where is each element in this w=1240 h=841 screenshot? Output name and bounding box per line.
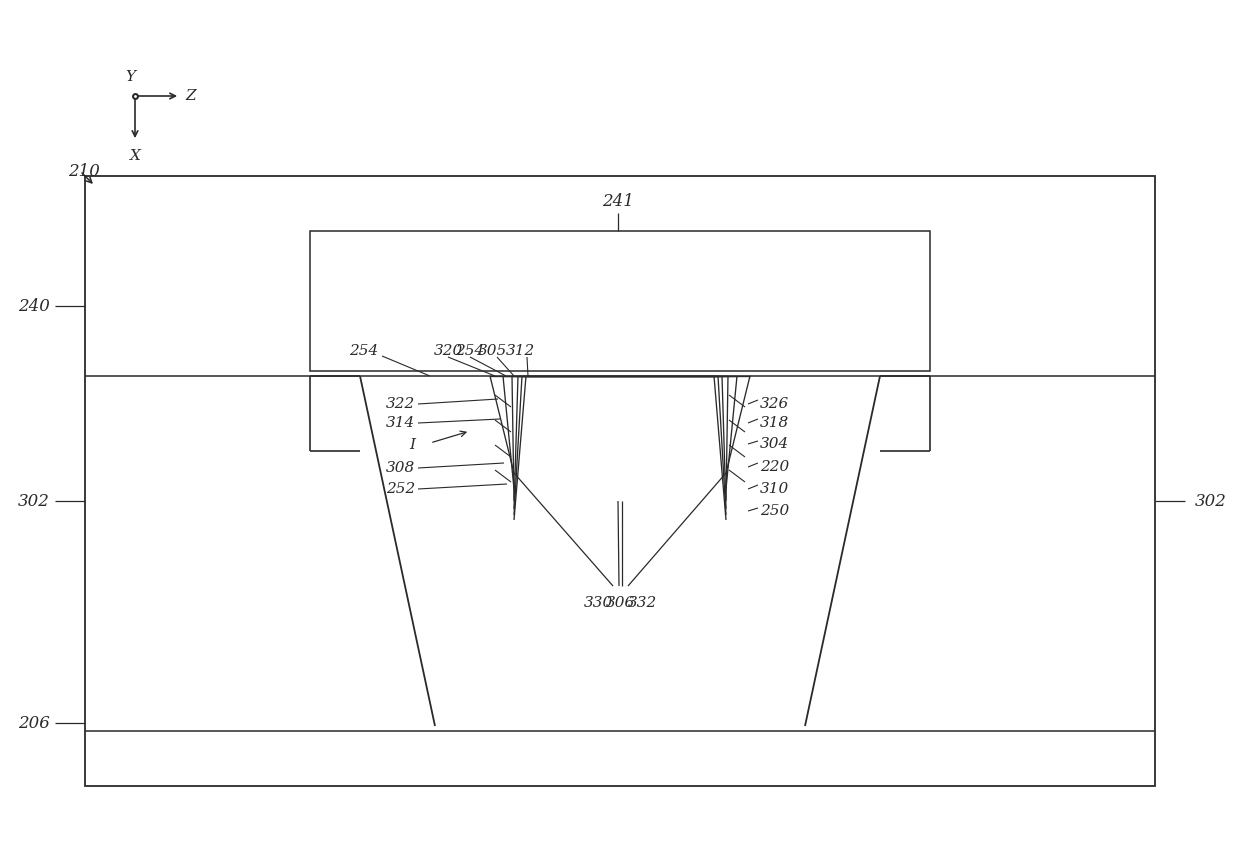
Text: Z: Z <box>185 89 196 103</box>
Text: 310: 310 <box>760 482 789 496</box>
Text: 254: 254 <box>455 344 485 358</box>
Text: 332: 332 <box>627 596 657 610</box>
Text: 250: 250 <box>760 504 789 518</box>
Text: 304: 304 <box>760 437 789 451</box>
Text: 308: 308 <box>386 461 415 475</box>
Text: 330: 330 <box>583 596 613 610</box>
Text: 220: 220 <box>760 460 789 474</box>
Text: 241: 241 <box>603 193 634 209</box>
Text: 322: 322 <box>386 397 415 411</box>
Text: 206: 206 <box>19 715 50 732</box>
Text: 312: 312 <box>506 344 534 358</box>
Text: 306: 306 <box>605 596 635 610</box>
Bar <box>310 231 930 371</box>
Text: Y: Y <box>125 70 135 84</box>
Text: I: I <box>409 438 415 452</box>
Text: 305: 305 <box>477 344 507 358</box>
Text: 318: 318 <box>760 416 789 430</box>
Text: 302: 302 <box>19 493 50 510</box>
Text: 252: 252 <box>386 482 415 496</box>
Bar <box>86 176 1154 786</box>
Text: 320: 320 <box>433 344 463 358</box>
Text: 210: 210 <box>68 162 100 179</box>
Text: 302: 302 <box>1195 493 1226 510</box>
Text: 314: 314 <box>386 416 415 430</box>
Text: 326: 326 <box>760 397 789 411</box>
Text: 240: 240 <box>19 298 50 315</box>
Text: X: X <box>129 149 140 163</box>
Text: 254: 254 <box>348 344 378 358</box>
